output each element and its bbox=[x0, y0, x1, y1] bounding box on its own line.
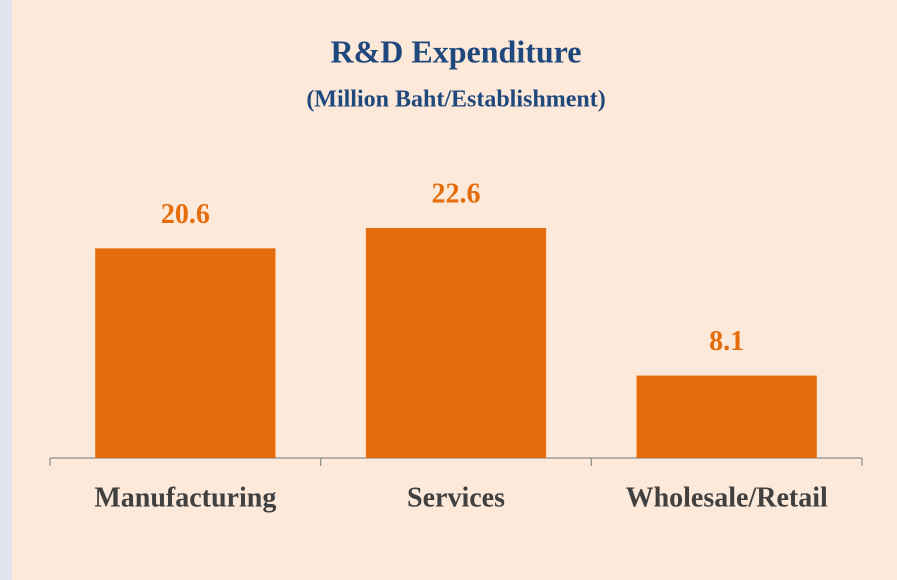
x-tick-label: Services bbox=[407, 482, 505, 513]
chart-subtitle: (Million Baht/Establishment) bbox=[306, 87, 605, 113]
side-strip bbox=[0, 0, 12, 580]
value-label: 20.6 bbox=[161, 199, 210, 230]
bar bbox=[95, 248, 276, 458]
bar bbox=[636, 375, 817, 458]
chart-title: R&D Expenditure bbox=[331, 33, 582, 69]
value-label: 22.6 bbox=[432, 178, 481, 209]
value-label: 8.1 bbox=[709, 326, 744, 357]
bar bbox=[365, 228, 547, 458]
x-tick-label: Wholesale/Retail bbox=[626, 482, 828, 513]
x-tick-label: Manufacturing bbox=[94, 482, 276, 513]
